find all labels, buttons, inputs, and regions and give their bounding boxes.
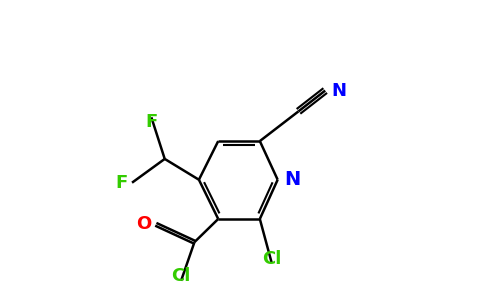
Text: Cl: Cl — [171, 267, 191, 285]
Text: N: N — [284, 170, 301, 189]
Text: O: O — [136, 215, 151, 233]
Text: F: F — [145, 113, 157, 131]
Text: N: N — [331, 82, 346, 100]
Text: F: F — [115, 174, 128, 192]
Text: Cl: Cl — [262, 250, 281, 268]
